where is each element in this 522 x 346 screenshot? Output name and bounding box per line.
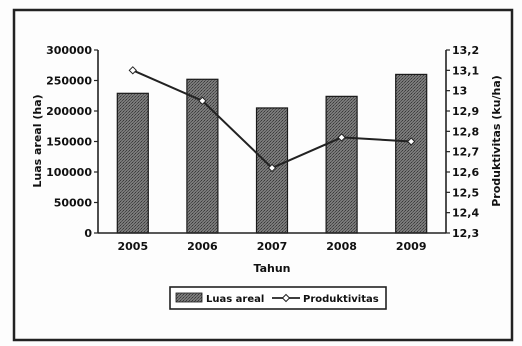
legend-marker	[281, 293, 291, 303]
y-tick-label: 100000	[46, 166, 92, 179]
x-tick-label: 2005	[117, 240, 148, 253]
axes-layer	[94, 49, 450, 234]
bar-layer	[116, 73, 428, 234]
y2-axis-title: Produktivitas (ku/ha)	[490, 75, 503, 207]
outer-frame	[12, 8, 514, 342]
y-tick-label: 200000	[46, 105, 92, 118]
x-tick-label: 2008	[326, 240, 357, 253]
bar-2008	[325, 95, 358, 234]
y-axis-title: Luas areal (ha)	[31, 94, 44, 187]
legend-label-line: Produktivitas	[303, 294, 379, 305]
y2-tick-label: 12,9	[452, 105, 479, 118]
line-layer	[128, 66, 416, 173]
y2-tick-label: 12,4	[452, 207, 479, 220]
line-point-2008	[337, 133, 346, 142]
y-tick-label: 300000	[46, 44, 92, 57]
y-tick-label: 0	[84, 227, 92, 240]
y-tick-label: 50000	[54, 197, 93, 210]
y2-tick-label: 12,7	[452, 146, 479, 159]
y-tick-label: 250000	[46, 75, 92, 88]
y2-tick-label: 12,8	[452, 125, 479, 138]
legend-swatch-bar	[175, 292, 203, 303]
y2-tick-label: 12,6	[452, 166, 479, 179]
y2-tick-label: 13	[452, 85, 467, 98]
y-tick-label: 150000	[46, 136, 92, 149]
legend: Luas areal Produktivitas	[169, 286, 387, 310]
x-tick-label: 2009	[396, 240, 427, 253]
x-axis-title: Tahun	[253, 262, 290, 275]
x-tick-label: 2007	[257, 240, 288, 253]
y2-tick-label: 12,3	[452, 227, 479, 240]
y2-tick-label: 13,2	[452, 44, 479, 57]
line-point-2005	[128, 66, 138, 75]
legend-label-bar: Luas areal	[206, 294, 264, 305]
y2-tick-label: 13,1	[452, 64, 479, 77]
line-point-2006	[198, 96, 207, 106]
x-tick-label: 2006	[187, 240, 218, 253]
line-point-2009	[406, 137, 416, 146]
y2-tick-label: 12,5	[452, 186, 479, 199]
bar-2009	[395, 73, 428, 234]
bar-2005	[116, 92, 149, 234]
line-point-2007	[267, 163, 277, 173]
tick-layer: 0 50000 100000 150000 200000 250000 300000 12,3…	[46, 44, 479, 253]
